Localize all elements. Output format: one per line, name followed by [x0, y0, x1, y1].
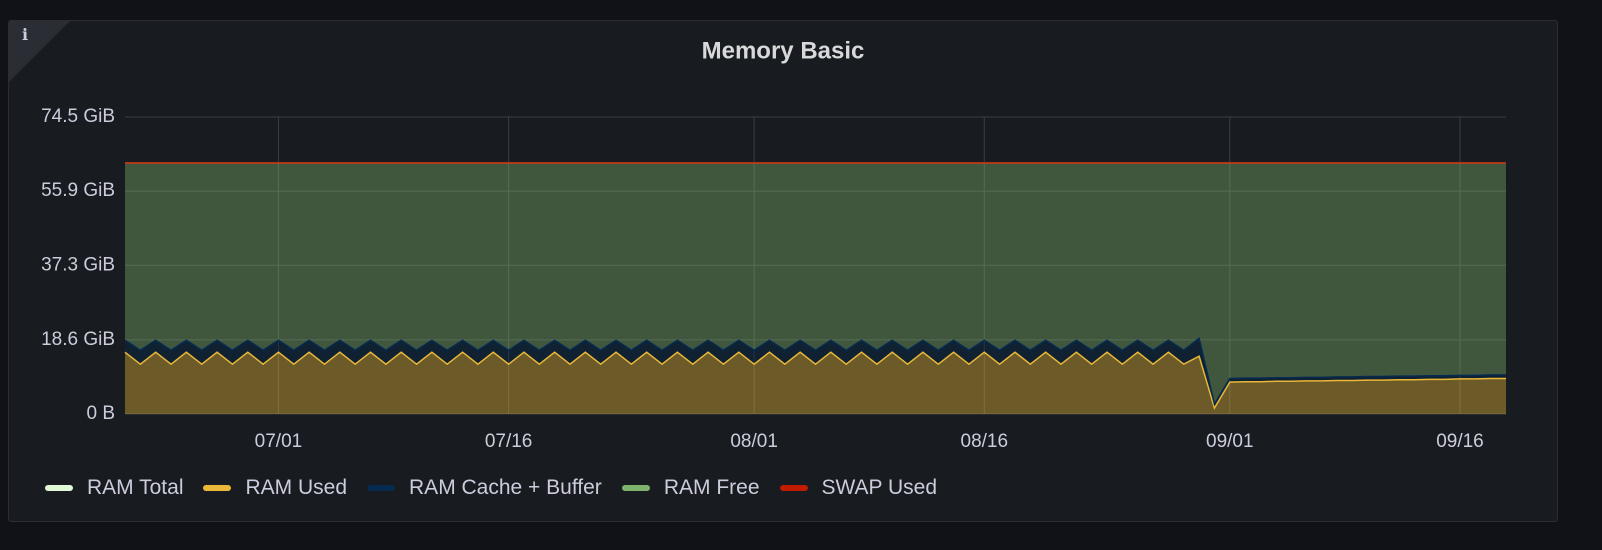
- x-tick-label: 09/16: [1436, 431, 1484, 452]
- legend-swatch: [779, 485, 808, 491]
- legend-swatch: [45, 485, 73, 491]
- y-tick-label: 37.3 GiB: [41, 254, 115, 275]
- legend-item[interactable]: RAM Total: [45, 476, 183, 500]
- info-icon[interactable]: i: [22, 25, 28, 44]
- y-tick-label: 55.9 GiB: [41, 180, 115, 201]
- x-tick-label: 08/16: [961, 431, 1009, 452]
- y-tick-label: 0 B: [86, 403, 115, 424]
- legend: RAM Total RAM Used RAM Cache + Buffer RAM F…: [45, 476, 937, 500]
- panel: [8, 20, 1558, 522]
- x-tick-label: 07/01: [255, 431, 303, 452]
- legend-label: SWAP Used: [821, 476, 938, 499]
- series-line: [124, 351, 1506, 410]
- legend-swatch: [367, 485, 396, 491]
- legend-item[interactable]: SWAP Used: [779, 476, 938, 500]
- area-fill: [125, 352, 1506, 414]
- legend-item[interactable]: RAM Used: [203, 476, 347, 500]
- x-tick-label: 09/01: [1206, 431, 1254, 452]
- x-tick-label: 07/16: [485, 431, 533, 452]
- legend-label: RAM Total: [87, 476, 184, 499]
- legend-label: RAM Cache + Buffer: [409, 476, 602, 499]
- series-line: [124, 336, 1506, 407]
- legend-swatch: [203, 485, 232, 491]
- x-tick-label: 08/01: [730, 431, 778, 452]
- info-corner: [9, 21, 70, 82]
- legend-item[interactable]: RAM Cache + Buffer: [367, 476, 602, 500]
- area-fill: [125, 338, 1506, 409]
- area-fill: [125, 162, 1506, 405]
- y-tick-label: 74.5 GiB: [41, 106, 115, 127]
- y-tick-label: 18.6 GiB: [41, 329, 115, 350]
- legend-label: RAM Free: [663, 476, 760, 499]
- legend-label: RAM Used: [245, 476, 348, 499]
- legend-swatch: [621, 485, 650, 491]
- legend-item[interactable]: RAM Free: [621, 476, 760, 500]
- chart-title: Memory Basic: [702, 37, 865, 64]
